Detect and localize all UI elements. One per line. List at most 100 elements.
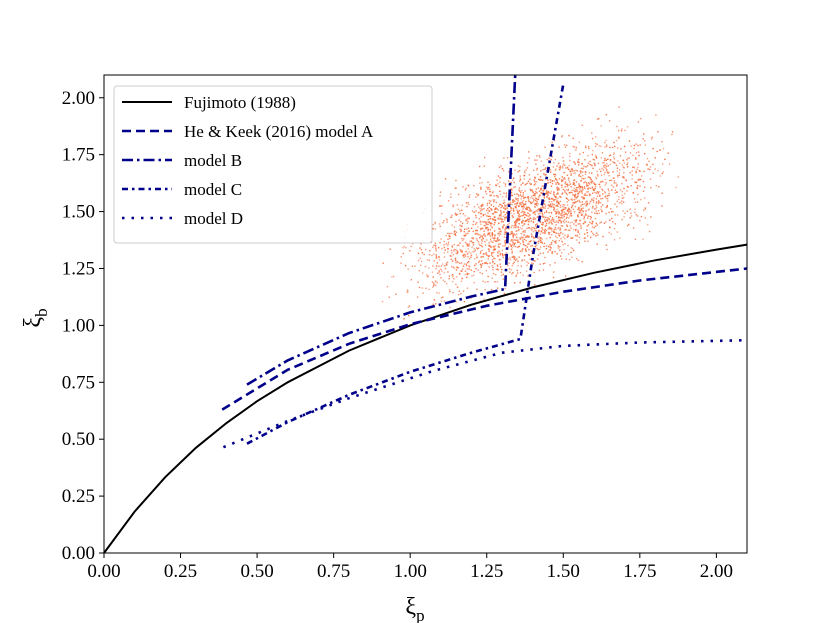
scatter-point <box>533 240 535 242</box>
scatter-point <box>635 170 637 173</box>
y-tick-label: 0.00 <box>62 543 95 564</box>
scatter-point <box>573 201 576 204</box>
scatter-point <box>522 220 524 222</box>
scatter-point <box>544 225 547 228</box>
scatter-point <box>453 243 455 246</box>
scatter-point <box>622 201 625 203</box>
scatter-point <box>438 259 441 261</box>
scatter-point <box>573 182 575 185</box>
scatter-point <box>505 207 507 210</box>
scatter-point <box>547 179 549 182</box>
scatter-point <box>539 241 542 244</box>
scatter-point <box>558 188 560 190</box>
scatter-point <box>654 157 656 159</box>
scatter-point <box>514 206 516 208</box>
scatter-point <box>449 255 452 257</box>
scatter-point <box>581 163 583 165</box>
scatter-point <box>632 191 635 194</box>
scatter-point <box>466 245 469 247</box>
scatter-point <box>600 198 602 200</box>
scatter-point <box>637 193 639 196</box>
scatter-point <box>642 180 645 183</box>
scatter-point <box>593 208 596 210</box>
scatter-point <box>448 278 450 280</box>
scatter-point <box>567 189 569 192</box>
scatter-point <box>513 233 515 235</box>
scatter-point <box>551 197 553 200</box>
scatter-point <box>500 212 502 215</box>
scatter-point <box>617 136 620 139</box>
scatter-point <box>492 269 494 271</box>
scatter-point <box>634 201 637 204</box>
scatter-point <box>481 220 484 223</box>
scatter-point <box>466 253 469 256</box>
scatter-point <box>480 256 482 258</box>
scatter-point <box>595 178 598 180</box>
scatter-point <box>581 213 583 216</box>
scatter-point <box>552 239 554 242</box>
scatter-point <box>497 254 499 257</box>
scatter-point <box>414 265 416 267</box>
scatter-point <box>559 249 561 251</box>
scatter-point <box>469 240 471 243</box>
scatter-point <box>555 198 557 200</box>
scatter-point <box>581 192 584 195</box>
scatter-point <box>529 240 532 243</box>
scatter-point <box>556 236 558 239</box>
scatter-point <box>452 274 454 276</box>
scatter-point <box>527 235 529 237</box>
scatter-point <box>537 203 539 205</box>
scatter-point <box>531 201 534 204</box>
scatter-point <box>436 292 438 294</box>
scatter-point <box>591 226 594 228</box>
scatter-point <box>604 141 606 144</box>
scatter-point <box>637 166 639 169</box>
scatter-point <box>564 183 566 185</box>
scatter-point <box>478 211 480 214</box>
scatter-point <box>448 289 451 291</box>
scatter-point <box>500 274 503 277</box>
scatter-point <box>557 227 559 230</box>
scatter-point <box>454 259 457 262</box>
scatter-point <box>609 158 612 161</box>
scatter-point <box>569 183 572 185</box>
scatter-point <box>488 248 490 250</box>
scatter-point <box>487 181 489 183</box>
scatter-point <box>662 147 665 150</box>
scatter-point <box>527 243 529 245</box>
scatter-point <box>582 211 584 213</box>
scatter-point <box>601 197 604 200</box>
scatter-point <box>480 242 483 244</box>
scatter-point <box>626 185 629 188</box>
scatter-point <box>510 248 513 250</box>
scatter-point <box>566 166 569 169</box>
scatter-point <box>615 182 617 184</box>
scatter-point <box>531 189 534 191</box>
scatter-point <box>512 210 515 212</box>
scatter-point <box>564 178 566 180</box>
scatter-point <box>537 213 540 215</box>
scatter-point <box>509 210 512 213</box>
scatter-point <box>527 236 529 238</box>
scatter-point <box>602 204 604 206</box>
scatter-point <box>381 300 384 303</box>
scatter-point <box>533 259 535 262</box>
scatter-point <box>605 182 607 184</box>
scatter-point <box>637 185 639 187</box>
scatter-point <box>426 276 429 278</box>
scatter-point <box>516 239 518 241</box>
scatter-point <box>492 266 494 268</box>
scatter-point <box>500 221 503 223</box>
scatter-point <box>513 225 515 227</box>
scatter-point <box>488 221 490 223</box>
scatter-point <box>589 163 591 165</box>
scatter-point <box>497 252 499 254</box>
scatter-point <box>473 184 475 187</box>
scatter-point <box>573 161 575 163</box>
scatter-point <box>603 166 605 169</box>
scatter-point <box>578 175 580 177</box>
scatter-point <box>578 209 580 212</box>
scatter-point <box>533 237 535 239</box>
scatter-point <box>526 246 528 248</box>
scatter-point <box>582 197 585 200</box>
